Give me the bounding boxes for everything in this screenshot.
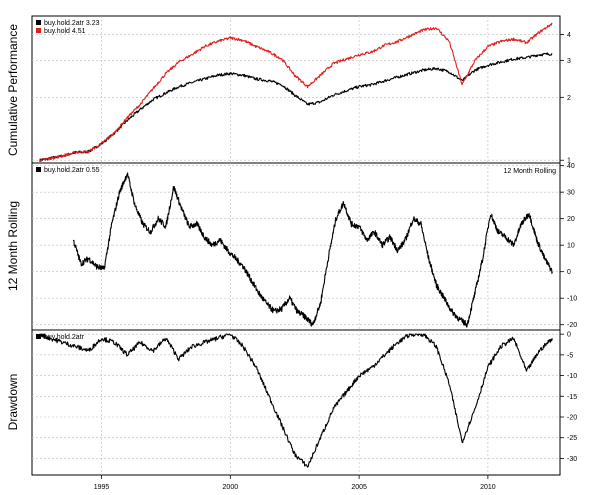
series-line-rolling-0: [72, 172, 553, 328]
x-tick-label: 2005: [351, 484, 367, 491]
legend-entry: buy.hold.2atr 3.23: [44, 20, 100, 27]
panel-cumulative: 1 2 3 4 Cumulative Performance buy.hold.2atr …: [6, 15, 571, 165]
legend-entry: buy.hold 4.51: [44, 28, 86, 35]
y-tick-label: -25: [567, 435, 577, 442]
y-tick-label: 2: [567, 95, 571, 102]
y-axis-label: 12 Month Rolling: [6, 201, 20, 291]
y-tick-label: -30: [567, 456, 577, 463]
y-tick-label: 30: [567, 190, 575, 197]
panel-annotation: 12 Month Rolling: [503, 168, 556, 175]
series-line-drawdown-0: [39, 333, 553, 468]
series-line-cumulative-1: [39, 22, 553, 162]
panel-drawdown: -30 -25 -20 -15 -10 -5 0 Drawdown buy.hold.2atr: [6, 329, 577, 476]
panel-frame: [31, 15, 561, 164]
panel-rolling: -20 -10 0 10 20 30 40 12 Month Rolling buy.hold.…: [6, 162, 577, 331]
y-tick-label: -10: [567, 296, 577, 303]
panel-frame: [31, 329, 561, 476]
y-tick-label: -20: [567, 322, 577, 329]
y-tick-label: 20: [567, 216, 575, 223]
y-tick-label: -20: [567, 415, 577, 422]
legend-entry: buy.hold.2atr 0.55: [44, 167, 100, 174]
y-axis-label: Drawdown: [6, 374, 20, 431]
legend-swatch: [36, 28, 41, 33]
y-axis-label: Cumulative Performance: [6, 24, 20, 156]
y-tick-label: -15: [567, 394, 577, 401]
y-tick-label: 40: [567, 163, 575, 170]
y-tick-label: 3: [567, 58, 571, 65]
legend-swatch: [36, 167, 41, 172]
x-tick-label: 2000: [223, 484, 239, 491]
x-tick-label: 1995: [94, 484, 110, 491]
y-tick-label: 0: [567, 269, 571, 276]
y-tick-label: 0: [567, 332, 571, 339]
legend-swatch: [36, 334, 41, 339]
y-tick-label: 4: [567, 32, 571, 39]
legend-swatch: [36, 20, 41, 25]
y-tick-label: -5: [567, 352, 573, 359]
x-tick-label: 2010: [480, 484, 496, 491]
legend-entry: buy.hold.2atr: [44, 334, 85, 341]
y-tick-label: 1: [567, 158, 571, 165]
y-tick-label: -10: [567, 373, 577, 380]
series-line-cumulative-0: [39, 52, 553, 162]
panel-frame: [31, 162, 561, 331]
y-tick-label: 10: [567, 243, 575, 250]
